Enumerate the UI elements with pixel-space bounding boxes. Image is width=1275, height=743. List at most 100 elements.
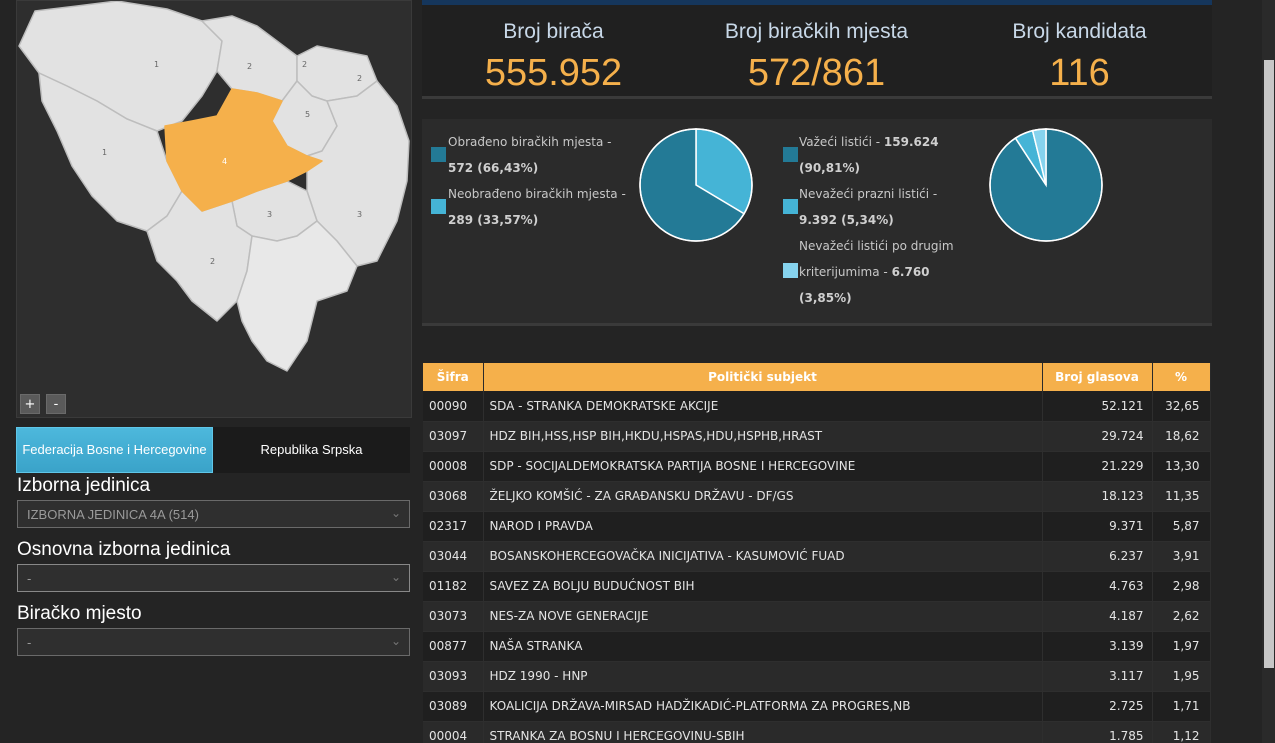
pie-chart-stations	[639, 128, 753, 242]
pie-outline	[989, 128, 1103, 242]
unit-select-value: IZBORNA JEDINICA 4A (514)	[27, 507, 199, 522]
stats-box: Broj birača 555.952 Broj biračkih mjesta…	[422, 0, 1212, 99]
pie-outline	[639, 128, 753, 242]
stat-voters: Broj birača 555.952	[422, 20, 685, 95]
row-code: 03073	[423, 601, 484, 632]
header-subject[interactable]: Politički subjekt	[483, 363, 1043, 391]
map-label: 2	[210, 257, 215, 266]
basic-unit-select-value: -	[27, 571, 32, 586]
map-label: 4	[222, 157, 227, 166]
header-votes[interactable]: Broj glasova	[1042, 363, 1153, 391]
map-label: 2	[357, 74, 362, 83]
table-row[interactable]: 02317 NAROD I PRAVDA 9.371 5,87	[423, 511, 1211, 542]
legend-empty: Nevažeći prazni listići - 9.392 (5,34%)	[799, 181, 937, 233]
zoom-in-button[interactable]: +	[20, 394, 40, 414]
basic-unit-select[interactable]: - ⌄	[17, 564, 410, 592]
row-percent: 3,91	[1152, 541, 1211, 572]
legend-swatch-processed	[431, 147, 446, 162]
row-subject: STRANKA ZA BOSNU I HERCEGOVINU-SBIH	[483, 721, 1043, 743]
table-row[interactable]: 00004 STRANKA ZA BOSNU I HERCEGOVINU-SBIH…	[423, 721, 1211, 743]
table-row[interactable]: 03093 HDZ 1990 - HNP 3.117 1,95	[423, 661, 1211, 692]
row-code: 03097	[423, 421, 484, 452]
table-row[interactable]: 03089 KOALICIJA DRŽAVA-MIRSAD HADŽIKADIĆ-…	[423, 691, 1211, 722]
unit-select[interactable]: IZBORNA JEDINICA 4A (514) ⌄	[17, 500, 410, 528]
row-percent: 5,87	[1152, 511, 1211, 542]
station-select[interactable]: - ⌄	[17, 628, 410, 656]
row-votes: 6.237	[1042, 541, 1153, 572]
row-code: 00004	[423, 721, 484, 743]
station-select-value: -	[27, 635, 32, 650]
map-label: 5	[305, 110, 310, 119]
legend-valid-count: 159.624	[883, 135, 939, 149]
table-row[interactable]: 03068 ŽELJKO KOMŠIĆ - ZA GRAĐANSKU DRŽAVU…	[423, 481, 1211, 512]
legend-unprocessed-value: 289 (33,57%)	[448, 213, 539, 227]
stat-voters-label: Broj birača	[503, 20, 604, 43]
table-row[interactable]: 03044 BOSANSKOHERCEGOVAČKA INICIJATIVA - …	[423, 541, 1211, 572]
row-code: 03044	[423, 541, 484, 572]
row-percent: 1,95	[1152, 661, 1211, 692]
legend-valid: Važeći listići - 159.624 (90,81%)	[799, 129, 939, 181]
row-subject: SDP - SOCIJALDEMOKRATSKA PARTIJA BOSNE I…	[483, 451, 1043, 482]
scrollbar-thumb[interactable]	[1264, 60, 1274, 668]
row-percent: 32,65	[1152, 391, 1211, 422]
legend-swatch-empty	[783, 199, 798, 214]
map-label: 1	[154, 60, 159, 69]
row-votes: 2.725	[1042, 691, 1153, 722]
results-body: 00090 SDA - STRANKA DEMOKRATSKE AKCIJE 52.…	[423, 391, 1211, 743]
legend-swatch-valid	[783, 147, 798, 162]
row-percent: 18,62	[1152, 421, 1211, 452]
table-header-row: Šifra Politički subjekt Broj glasova %	[423, 363, 1211, 391]
row-percent: 1,97	[1152, 631, 1211, 662]
row-percent: 11,35	[1152, 481, 1211, 512]
row-code: 02317	[423, 511, 484, 542]
chevron-down-icon: ⌄	[390, 506, 401, 520]
unit-label: Izborna jedinica	[17, 475, 151, 496]
map-region[interactable]	[306, 80, 410, 267]
row-code: 03089	[423, 691, 484, 722]
legend-swatch-unprocessed	[431, 199, 446, 214]
station-label: Biračko mjesto	[17, 603, 142, 624]
pie-box: Obrađeno biračkih mjesta - 572 (66,43%) …	[422, 119, 1212, 326]
legend-valid-label: Važeći listići -	[799, 135, 881, 149]
zoom-out-button[interactable]: -	[46, 394, 66, 414]
row-votes: 4.763	[1042, 571, 1153, 602]
table-row[interactable]: 00008 SDP - SOCIJALDEMOKRATSKA PARTIJA BO…	[423, 451, 1211, 482]
legend-other-count: 6.760	[891, 265, 930, 279]
header-code[interactable]: Šifra	[423, 363, 484, 391]
map-label: 2	[302, 60, 307, 69]
table-row[interactable]: 00877 NAŠA STRANKA 3.139 1,97	[423, 631, 1211, 662]
row-votes: 18.123	[1042, 481, 1153, 512]
stat-stations: Broj biračkih mjesta 572/861	[685, 20, 948, 95]
stat-candidates-value: 116	[1049, 52, 1110, 94]
row-code: 03068	[423, 481, 484, 512]
row-votes: 29.724	[1042, 421, 1153, 452]
row-subject: BOSANSKOHERCEGOVAČKA INICIJATIVA - KASUM…	[483, 541, 1043, 572]
table-row[interactable]: 03073 NES-ZA NOVE GENERACIJE 4.187 2,62	[423, 601, 1211, 632]
legend-other: Nevažeći listići po drugim kriterijumima…	[799, 233, 954, 311]
row-votes: 4.187	[1042, 601, 1153, 632]
table-row[interactable]: 01182 SAVEZ ZA BOLJU BUDUĆNOST BIH 4.763 2,…	[423, 571, 1211, 602]
map-label: 3	[267, 210, 272, 219]
legend-valid-pct: (90,81%)	[799, 161, 860, 175]
row-subject: HDZ BIH,HSS,HSP BIH,HKDU,HSPAS,HDU,HSPHB…	[483, 421, 1043, 452]
stat-voters-value: 555.952	[484, 52, 623, 94]
tab-federation[interactable]: Federacija Bosne i Hercegovine	[16, 427, 213, 473]
legend-processed-label: Obrađeno biračkih mjesta -	[448, 135, 612, 149]
results-table: Šifra Politički subjekt Broj glasova % 0…	[423, 363, 1211, 743]
header-percent[interactable]: %	[1152, 363, 1211, 391]
map-panel: 1 2 2 5 2 1 4 3 3 2 + -	[16, 0, 412, 418]
stat-candidates: Broj kandidata 116	[948, 20, 1211, 95]
legend-unprocessed: Neobrađeno biračkih mjesta - 289 (33,57%…	[448, 181, 626, 233]
legend-other-line2: kriterijumima -	[799, 265, 888, 279]
table-row[interactable]: 00090 SDA - STRANKA DEMOKRATSKE AKCIJE 52.…	[423, 391, 1211, 422]
basic-unit-label: Osnovna izborna jedinica	[17, 539, 231, 560]
row-code: 00008	[423, 451, 484, 482]
tab-republika-srpska[interactable]: Republika Srpska	[260, 442, 363, 457]
entity-tabs: Federacija Bosne i Hercegovine Republika…	[16, 427, 410, 473]
table-row[interactable]: 03097 HDZ BIH,HSS,HSP BIH,HKDU,HSPAS,HDU,…	[423, 421, 1211, 452]
legend-empty-value: 9.392 (5,34%)	[799, 213, 894, 227]
map-region-selected[interactable]	[164, 88, 323, 212]
map-region[interactable]	[236, 220, 358, 372]
row-votes: 52.121	[1042, 391, 1153, 422]
map-label: 3	[357, 210, 362, 219]
